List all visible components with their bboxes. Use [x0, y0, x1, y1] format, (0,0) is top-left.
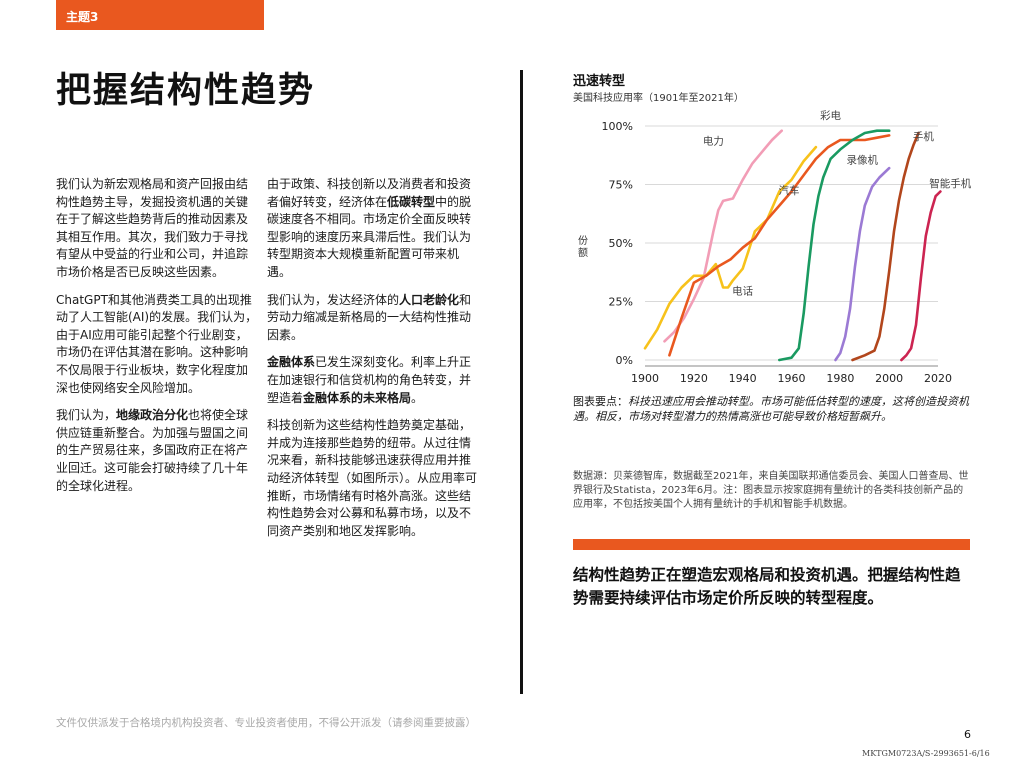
series-label: 电力 [703, 135, 724, 148]
keyword-financial-system: 金融体系 [267, 355, 316, 370]
series-label: 彩电 [820, 109, 842, 122]
x-tick-label: 1900 [631, 372, 659, 385]
text-column-right: 由于政策、科技创新以及消费者和投资者偏好转变，经济体在低碳转型中的脱碳速度各不相… [267, 176, 481, 550]
chart-subtitle: 美国科技应用率（1901年至2021年） [573, 93, 744, 104]
page-title: 把握结构性趋势 [56, 71, 316, 111]
y-tick-label: 75% [609, 179, 633, 192]
chart-caption: 图表要点：科技迅速应用会推动转型。市场可能低估转型的速度，这将创造投资机遇。相反… [573, 394, 978, 424]
y-tick-label: 100% [602, 120, 633, 133]
series-label: 智能手机 [929, 177, 971, 190]
keyword-financial-future: 金融体系的未来格局 [303, 390, 412, 405]
y-axis-label-char: 份 [578, 235, 588, 247]
x-tick-label: 1920 [680, 372, 708, 385]
series-line [834, 166, 891, 362]
x-tick-label: 1960 [778, 372, 806, 385]
paragraph-low-carbon: 由于政策、科技创新以及消费者和投资者偏好转变，经济体在低碳转型中的脱碳速度各不相… [267, 177, 472, 279]
paragraph-aging: 我们认为，发达经济体的人口老龄化和劳动力缩减是新格局的一大结构性推动因素。 [267, 292, 472, 342]
series-label: 录像机 [847, 153, 879, 166]
x-tick-label: 2000 [875, 372, 903, 385]
paragraph-finance: 金融体系已发生深刻变化。利率上升正在加速银行和信贷机构的角色转变，并塑造着金融体… [267, 355, 472, 405]
chart-caption-label: 图表要点： [573, 395, 628, 408]
paragraph-geopolitics: 我们认为，地缘政治分化也将使全球供应链重新整合。为加强与盟国之间的生产贸易往来，… [56, 408, 249, 493]
series-line [778, 129, 891, 362]
series-line [668, 134, 891, 357]
paragraph-framework: 我们认为新宏观格局和资产回报由结构性趋势主导，发掘投资机遇的关键在于了解这些趋势… [56, 177, 249, 279]
y-tick-label: 0% [616, 354, 633, 367]
adoption-line-chart: 0% 25% 50% 75% 100% 1900 1920 1940 1960 1980 2000 2… [578, 109, 972, 385]
topic-tag: 主题3 [56, 0, 264, 30]
keyword-geopolitics: 地缘政治分化 [116, 408, 189, 423]
y-tick-label: 25% [609, 296, 633, 309]
x-tick-label: 2020 [924, 372, 952, 385]
y-axis-label-char: 额 [578, 246, 588, 259]
page-number: 6 [964, 728, 971, 741]
accent-bar [573, 539, 970, 550]
vertical-divider [520, 70, 523, 694]
series-line [900, 190, 942, 362]
x-tick-label: 1980 [826, 372, 854, 385]
paragraph-tech: 科技创新为这些结构性趋势奠定基础，并成为连接那些趋势的纽带。从过往情况来看，新科… [267, 418, 478, 538]
keyword-low-carbon: 低碳转型 [387, 194, 436, 209]
series-line [663, 129, 783, 343]
conclusion-callout: 结构性趋势正在塑造宏观格局和投资机遇。把握结构性趋势需要持续评估市场定价所反映的… [573, 566, 961, 607]
series-label: 电话 [732, 284, 753, 297]
series-label: 手机 [913, 130, 935, 143]
chart-caption-text: 科技迅速应用会推动转型。市场可能低估转型的速度，这将创造投资机遇。相反，市场对转… [573, 395, 969, 423]
series-line [851, 131, 920, 362]
document-code: MKTGM0723A/S-2993651-6/16 [862, 749, 990, 758]
disclaimer: 文件仅供派发于合格境内机构投资者、专业投资者使用，不得公开派发（请参阅重要披露） [56, 717, 476, 729]
chart-title: 迅速转型 [573, 74, 626, 89]
text-column-left: 我们认为新宏观格局和资产回报由结构性趋势主导，发掘投资机遇的关键在于了解这些趋势… [56, 176, 258, 505]
series-label: 汽车 [779, 184, 800, 197]
keyword-aging: 人口老龄化 [399, 292, 460, 307]
paragraph-ai: ChatGPT和其他消费类工具的出现推动了人工智能(AI)的发展。我们认为，由于… [56, 292, 258, 395]
series-line [643, 145, 818, 350]
chart-source: 数据源：贝莱德智库，数据截至2021年，来自美国联邦通信委员会、美国人口普查局、… [573, 471, 969, 510]
x-tick-label: 1940 [729, 372, 757, 385]
y-tick-label: 50% [609, 237, 633, 250]
